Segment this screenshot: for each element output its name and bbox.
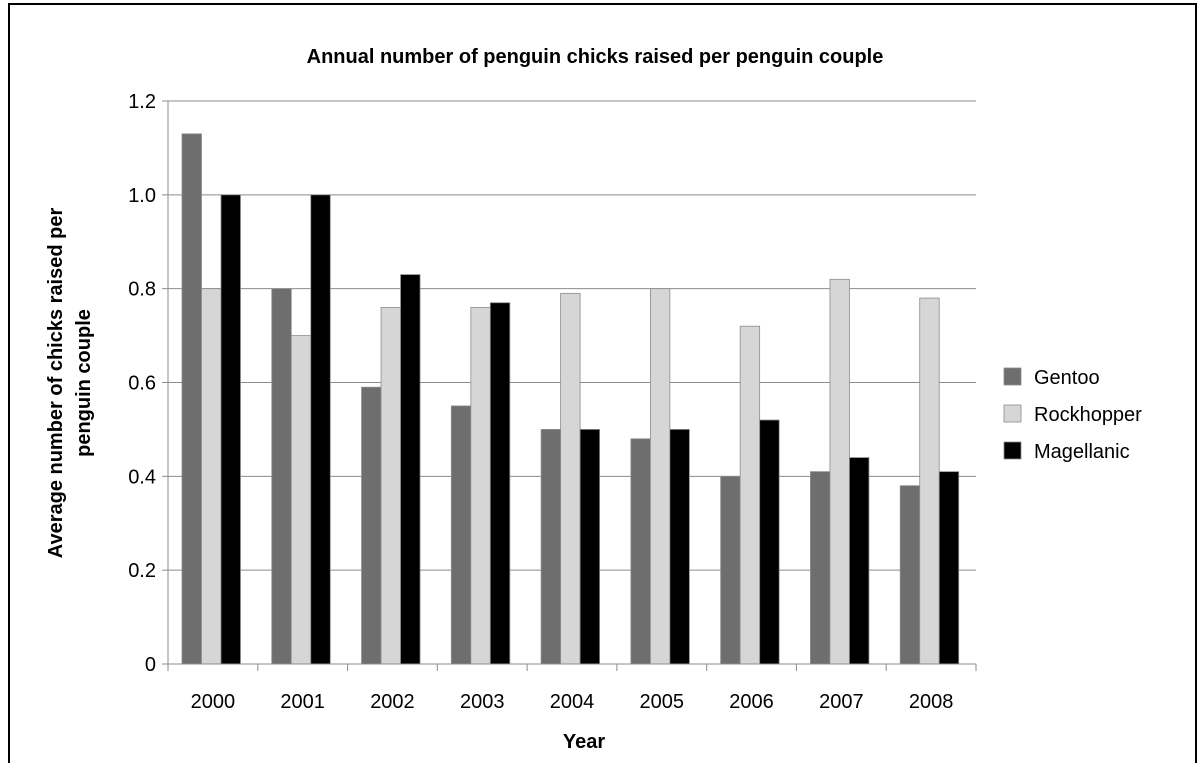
x-tick-label: 2005 [640,691,685,713]
legend-label-magellanic: Magellanic [1034,441,1130,463]
bar-magellanic-2005 [669,429,690,665]
bar-rockhopper-2004 [560,292,581,665]
y-tick-label: 0.4 [128,466,156,488]
x-tick-label: 2002 [370,691,415,713]
bar-rockhopper-2001 [290,335,312,665]
y-tick-label: 1.0 [128,185,156,207]
bar-gentoo-2003 [450,405,472,665]
x-tick-label: 2007 [819,691,864,713]
bar-magellanic-2001 [310,194,331,665]
bar-gentoo-2004 [540,429,562,665]
bar-magellanic-2003 [489,302,511,665]
legend-swatch-rockhopper [1003,404,1022,423]
bar-rockhopper-2006 [739,325,761,665]
chart-frame [8,3,1197,763]
x-tick-label: 2006 [729,691,774,713]
y-tick-label: 0.2 [128,560,156,582]
legend-swatch-gentoo [1003,367,1022,386]
bar-rockhopper-2002 [380,307,401,665]
bar-magellanic-2006 [759,419,780,665]
x-tick-label: 2004 [550,691,595,713]
x-tick-label: 2000 [191,691,236,713]
bar-gentoo-2007 [810,471,831,665]
x-tick-label: 2008 [909,691,954,713]
bar-magellanic-2002 [400,274,421,665]
x-tick-labels: 2000 2001 2002 2003 2004 2005 2006 2007 2008 [191,691,954,713]
bar-gentoo-2005 [630,438,651,665]
axes [162,100,977,671]
y-axis-title-line-2: penguin couple [73,309,95,457]
bar-rockhopper-2003 [470,307,491,665]
bar-rockhopper-2000 [201,288,222,665]
bar-gentoo-2000 [181,133,202,665]
y-tick-labels: 0 0.2 0.4 0.6 0.8 1.0 1.2 [128,91,156,676]
bar-rockhopper-2005 [649,288,671,665]
bar-magellanic-2004 [579,429,601,665]
bar-gentoo-2006 [720,475,741,665]
bar-magellanic-2000 [220,194,241,665]
bar-rockhopper-2008 [919,297,940,665]
legend-label-gentoo: Gentoo [1034,367,1100,389]
bar-gentoo-2008 [899,485,921,665]
y-tick-label: 1.2 [128,91,156,113]
bar-gentoo-2002 [361,386,382,665]
bar-magellanic-2008 [938,471,960,665]
y-tick-label: 0 [145,654,156,676]
legend-label-rockhopper: Rockhopper [1034,404,1142,426]
bar-magellanic-2007 [849,457,870,665]
x-tick-label: 2001 [280,691,325,713]
x-axis-title: Year [563,731,605,753]
bars [181,133,960,665]
y-tick-label: 0.8 [128,279,156,301]
legend: Gentoo Rockhopper Magellanic [1003,367,1142,463]
y-tick-label: 0.6 [128,373,156,395]
bar-rockhopper-2007 [829,278,850,665]
x-tick-label: 2003 [460,691,505,713]
bar-gentoo-2001 [271,288,292,665]
y-axis-title: Average number of chicks raised per peng… [45,208,95,559]
y-axis-title-line-1: Average number of chicks raised per [45,208,67,559]
legend-swatch-magellanic [1003,441,1022,460]
chart-title: Annual number of penguin chicks raised p… [307,46,884,68]
